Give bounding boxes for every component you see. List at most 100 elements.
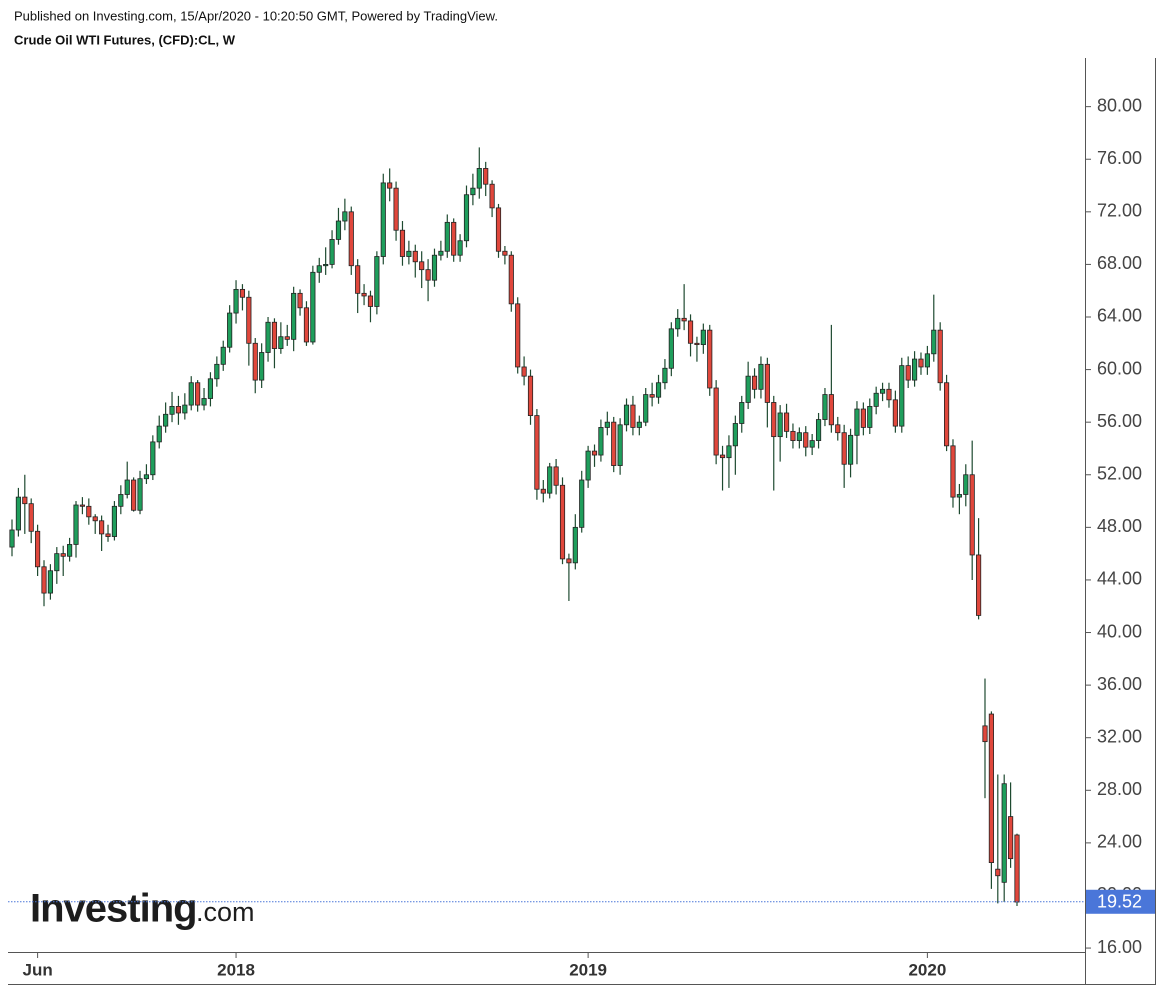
candle-body xyxy=(483,168,489,185)
candle-body xyxy=(988,713,994,863)
candle-body xyxy=(406,250,412,257)
logo-brand: Investing xyxy=(30,887,197,931)
y-tick-label: 68.00 xyxy=(1097,253,1142,273)
candle-body xyxy=(1014,834,1020,903)
candle-body xyxy=(892,399,898,427)
candle-body xyxy=(598,427,604,456)
candle-body xyxy=(131,479,137,511)
candle-body xyxy=(687,320,694,344)
candle-body xyxy=(214,363,220,380)
candle-body xyxy=(438,250,444,256)
candle-body xyxy=(604,421,610,428)
candle-body xyxy=(822,394,828,420)
candle-body xyxy=(355,265,361,294)
candle-body xyxy=(342,211,348,222)
candle-body xyxy=(559,484,566,560)
candle-body xyxy=(937,329,943,384)
y-tick-label: 56.00 xyxy=(1097,411,1142,431)
candle-body xyxy=(220,346,226,365)
candle-body xyxy=(617,424,623,466)
candle-body xyxy=(924,353,930,368)
candle-body xyxy=(572,526,578,564)
candle-body xyxy=(771,402,777,438)
candle-body xyxy=(944,382,950,447)
candle-body xyxy=(207,378,214,399)
candle-body xyxy=(707,329,713,389)
candle-body xyxy=(105,533,111,537)
candle-body xyxy=(156,425,162,443)
candle-body xyxy=(751,375,758,390)
candle-body xyxy=(412,250,418,263)
candle-body xyxy=(566,558,572,564)
candle-body xyxy=(809,440,815,448)
candle-body xyxy=(815,419,822,441)
candle-body xyxy=(47,570,53,594)
candle-body xyxy=(175,405,182,414)
y-tick-label: 24.00 xyxy=(1097,832,1142,852)
candle-body xyxy=(399,229,406,257)
candle-body xyxy=(470,187,476,196)
candle-body xyxy=(745,375,751,403)
candle-body xyxy=(86,505,92,518)
candle-body xyxy=(444,221,450,252)
candle-body xyxy=(963,474,969,495)
last-price-box xyxy=(1086,889,1155,914)
candle-body xyxy=(694,342,700,346)
candle-body xyxy=(169,405,175,415)
candle-body xyxy=(547,466,553,494)
candle-body xyxy=(28,503,34,532)
candle-body xyxy=(387,182,393,189)
candle-body xyxy=(259,352,265,381)
candle-body xyxy=(233,288,239,314)
candle-body xyxy=(188,382,194,406)
candle-body xyxy=(764,363,770,403)
candle-body xyxy=(540,488,546,494)
candle-body xyxy=(790,430,796,441)
candle-body xyxy=(912,358,918,381)
candle-body xyxy=(867,405,873,428)
y-tick-label: 16.00 xyxy=(1097,937,1142,957)
y-tick-label: 64.00 xyxy=(1097,306,1142,326)
candle-body xyxy=(284,336,290,340)
candle-body xyxy=(796,432,802,441)
candle-body xyxy=(195,382,201,406)
candle-body xyxy=(361,292,367,297)
candle-body xyxy=(41,566,47,594)
candle-body xyxy=(655,382,662,398)
candle-body xyxy=(758,363,764,390)
candle-body xyxy=(278,336,284,349)
candle-body xyxy=(9,529,15,548)
candle-body xyxy=(303,307,310,343)
candle-body xyxy=(899,365,905,427)
candle-body xyxy=(969,474,975,556)
candle-body xyxy=(649,394,655,398)
candle-body xyxy=(137,478,143,511)
candle-body xyxy=(425,269,431,281)
y-tick-label: 76.00 xyxy=(1097,148,1142,168)
candle-body xyxy=(777,412,783,438)
candle-body xyxy=(35,530,41,568)
candle-body xyxy=(502,250,508,256)
candle-body xyxy=(681,317,687,322)
candle-body xyxy=(585,450,591,481)
candle-body xyxy=(828,394,834,426)
candle-body xyxy=(918,358,924,368)
y-tick-label: 32.00 xyxy=(1097,726,1142,746)
candle-body xyxy=(1008,816,1014,860)
candle-body xyxy=(419,261,425,271)
candle-body xyxy=(668,328,674,369)
candle-body xyxy=(726,445,732,459)
candle-body xyxy=(732,423,738,447)
candle-body xyxy=(239,288,246,298)
candle-body xyxy=(182,404,188,414)
candle-body xyxy=(374,256,380,307)
candle-body xyxy=(553,466,559,486)
candle-body xyxy=(835,424,841,434)
candle-body xyxy=(508,254,514,305)
candle-body xyxy=(15,496,21,531)
candle-body xyxy=(515,303,521,368)
candle-body xyxy=(636,421,642,428)
y-tick-label: 36.00 xyxy=(1097,674,1142,694)
candle-body xyxy=(348,211,354,267)
candle-body xyxy=(886,388,892,401)
